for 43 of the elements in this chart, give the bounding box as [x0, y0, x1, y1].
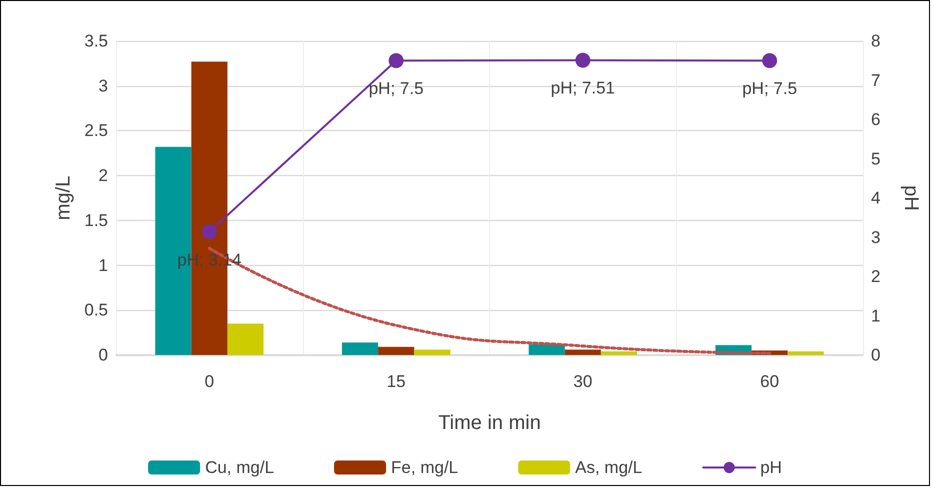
y-tick-label: 2	[98, 166, 108, 186]
legend-label: pH	[760, 458, 782, 477]
data-label: pH; 7.5	[742, 79, 798, 98]
y2-tick-label: 6	[871, 110, 880, 129]
x-axis-title: Time in min	[438, 412, 541, 434]
y-tick-label: 0	[98, 346, 108, 364]
y2-tick-label: 3	[871, 228, 880, 247]
y-tick-label: 3	[98, 76, 108, 96]
legend-label: Cu, mg/L	[205, 458, 274, 477]
bar	[378, 346, 414, 355]
bar	[227, 324, 264, 355]
y-tick-label: 1	[98, 256, 108, 275]
line-series	[208, 246, 772, 355]
x-tick-label: 60	[760, 372, 780, 391]
bar	[414, 350, 450, 355]
y2-tick-label: 8	[871, 32, 880, 50]
point	[575, 52, 590, 68]
data-label: pH; 7.5	[368, 79, 424, 98]
y2-tick-label: 5	[871, 149, 880, 168]
data-label: pH; 7.51	[550, 78, 616, 98]
x-tick-label: 30	[573, 372, 592, 391]
y2-tick-label: 7	[871, 70, 880, 90]
legend-label: As, mg/L	[575, 458, 642, 477]
bar	[788, 351, 824, 355]
x-tick-label: 15	[386, 372, 406, 391]
y-axis-title: mg/L	[52, 176, 74, 220]
bar	[564, 350, 601, 355]
y-tick-label: 1.5	[84, 210, 108, 230]
x-tick-label: 0	[204, 372, 214, 391]
y2-tick-label: 2	[871, 267, 880, 286]
point	[388, 53, 404, 68]
y2-axis-title: pH	[900, 185, 922, 211]
y-tick-label: 3.5	[84, 32, 108, 50]
y-tick-label: 2.5	[84, 121, 108, 140]
bar	[342, 342, 378, 355]
y2-tick-label: 0	[871, 346, 880, 364]
bar	[600, 351, 638, 355]
point	[202, 224, 217, 240]
y2-tick-label: 1	[871, 306, 880, 326]
y-tick-label: 0.5	[84, 300, 108, 320]
point	[762, 53, 778, 68]
y2-tick-label: 4	[871, 188, 880, 208]
legend-label: Fe, mg/L	[391, 458, 458, 477]
